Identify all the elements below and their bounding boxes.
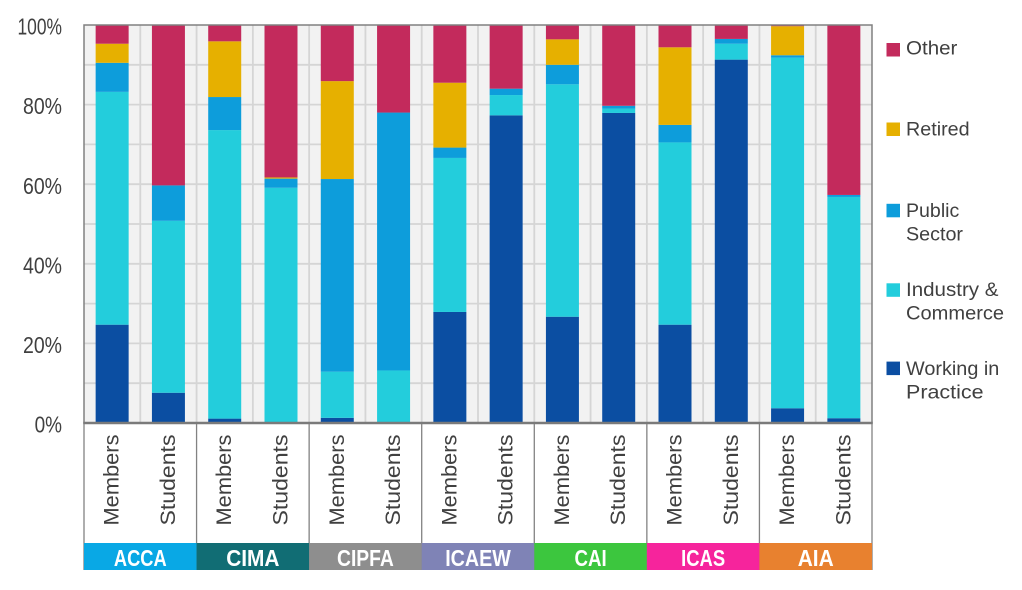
svg-text:Members: Members xyxy=(438,435,461,526)
svg-text:Members: Members xyxy=(664,435,687,526)
svg-text:ACCA: ACCA xyxy=(114,545,167,571)
svg-text:Other: Other xyxy=(906,39,958,60)
svg-text:Students: Students xyxy=(157,435,180,526)
svg-text:Practice: Practice xyxy=(906,383,984,404)
svg-text:Students: Students xyxy=(270,435,293,526)
svg-text:ICAS: ICAS xyxy=(681,545,725,571)
svg-text:100%: 100% xyxy=(18,14,63,40)
svg-text:Students: Students xyxy=(720,435,743,526)
svg-text:Working in: Working in xyxy=(906,359,999,380)
svg-text:Members: Members xyxy=(776,435,799,526)
svg-text:AIA: AIA xyxy=(798,545,834,571)
svg-text:Members: Members xyxy=(213,435,236,526)
svg-text:CIMA: CIMA xyxy=(226,545,279,571)
svg-text:ICAEW: ICAEW xyxy=(445,545,511,571)
svg-text:Industry &: Industry & xyxy=(906,280,999,301)
svg-text:Students: Students xyxy=(495,435,518,526)
svg-text:Members: Members xyxy=(551,435,574,526)
svg-text:CAI: CAI xyxy=(574,545,606,571)
svg-text:Sector: Sector xyxy=(906,224,964,245)
svg-text:Members: Members xyxy=(101,435,124,526)
svg-text:60%: 60% xyxy=(23,173,62,199)
svg-text:Students: Students xyxy=(382,435,405,526)
svg-text:Public: Public xyxy=(906,201,960,222)
svg-text:20%: 20% xyxy=(23,332,62,358)
svg-text:Retired: Retired xyxy=(906,120,970,141)
svg-text:Members: Members xyxy=(326,435,349,526)
svg-text:Students: Students xyxy=(607,435,630,526)
svg-text:Students: Students xyxy=(832,435,855,526)
svg-text:CIPFA: CIPFA xyxy=(337,545,394,571)
svg-text:80%: 80% xyxy=(23,93,62,119)
svg-text:40%: 40% xyxy=(23,252,62,278)
svg-text:Commerce: Commerce xyxy=(906,303,1004,324)
svg-text:0%: 0% xyxy=(35,412,62,438)
